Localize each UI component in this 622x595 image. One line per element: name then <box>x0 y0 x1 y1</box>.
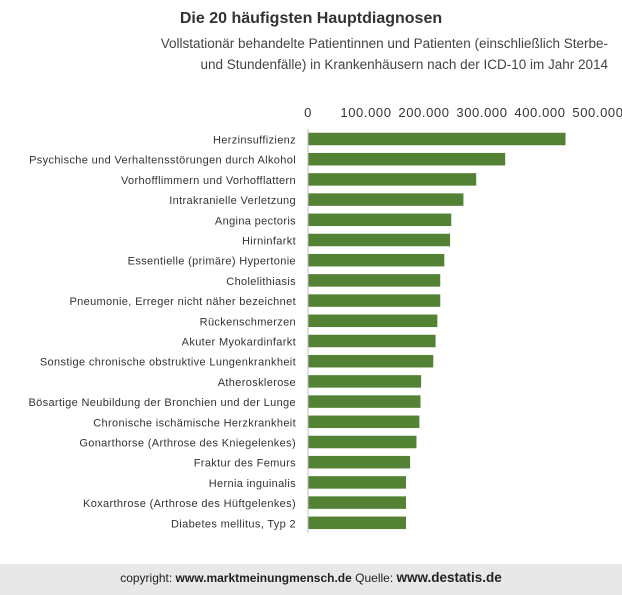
chart-title: Die 20 häufigsten Hauptdiagnosen <box>179 10 443 27</box>
category-label: Essentielle (primäre) Hypertonie <box>128 256 296 268</box>
category-label: Atherosklerose <box>218 377 296 389</box>
bar <box>308 455 411 469</box>
bar <box>308 334 436 348</box>
category-label: Chronische ischämische Herzkrankheit <box>93 417 296 429</box>
bar <box>308 354 434 368</box>
source-label: Quelle: <box>351 571 397 585</box>
bar <box>308 496 407 509</box>
chart-subtitle-line-2: und Stundenfälle) in Krankenhäusern nach… <box>200 57 609 72</box>
footer-bar: copyright: www.marktmeinungmensch.de Que… <box>0 564 622 595</box>
bar <box>308 375 422 388</box>
bar <box>308 213 452 227</box>
bar <box>308 233 451 247</box>
bar <box>308 132 566 146</box>
category-label: Fraktur des Femurs <box>194 458 296 470</box>
category-label: Akuter Myokardinfarkt <box>182 337 296 349</box>
x-tick-label: 0 <box>304 105 312 120</box>
category-label: Intrakranielle Verletzung <box>169 195 296 207</box>
copyright-link[interactable]: www.marktmeinungmensch.de <box>175 571 352 585</box>
category-label: Rückenschmerzen <box>200 316 296 328</box>
category-label: Angina pectoris <box>215 215 296 227</box>
category-label: Sonstige chronische obstruktive Lungenkr… <box>40 357 296 369</box>
category-label: Koxarthrose (Arthrose des Hüftgelenkes) <box>83 498 296 510</box>
bar <box>308 516 407 530</box>
category-label: Diabetes mellitus, Typ 2 <box>171 518 296 530</box>
category-label: Herzinsuffizienz <box>213 135 296 147</box>
category-label: Gonarthorse (Arthrose des Kniegelenkes) <box>79 438 296 450</box>
category-label: Cholelithiasis <box>226 276 296 288</box>
category-label: Hirninfarkt <box>242 236 296 248</box>
bar <box>308 435 417 449</box>
bar <box>308 173 477 186</box>
category-label: Hernia inguinalis <box>209 478 296 490</box>
bar <box>308 294 441 307</box>
chart-subtitle-line-1: Vollstationär behandelte Patientinnen un… <box>160 36 608 51</box>
bar <box>308 314 438 328</box>
bar <box>308 253 445 267</box>
x-tick-label: 300.000 <box>456 105 507 120</box>
bar <box>308 395 421 408</box>
category-label: Psychische und Verhaltensstörungen durch… <box>29 155 296 167</box>
x-tick-label: 100.000 <box>340 105 391 120</box>
category-label: Bösartige Neubildung der Bronchien und d… <box>28 397 296 409</box>
bar <box>308 415 420 429</box>
bar <box>308 152 506 166</box>
copyright-label: copyright: <box>120 571 176 585</box>
bar <box>308 193 464 206</box>
x-tick-label: 500.000 <box>572 105 622 120</box>
category-label: Vorhofflimmern und Vorhofflattern <box>121 175 296 187</box>
x-tick-label: 400.000 <box>514 105 565 120</box>
bar <box>308 274 441 287</box>
x-tick-label: 200.000 <box>398 105 449 120</box>
bar <box>308 476 407 489</box>
category-label: Pneumonie, Erreger nicht näher bezeichne… <box>69 296 296 308</box>
bar-chart: 0 100.000 200.000 300.000 400.000 500.000 Herz… <box>28 105 622 533</box>
source-link[interactable]: www.destatis.de <box>396 570 502 585</box>
